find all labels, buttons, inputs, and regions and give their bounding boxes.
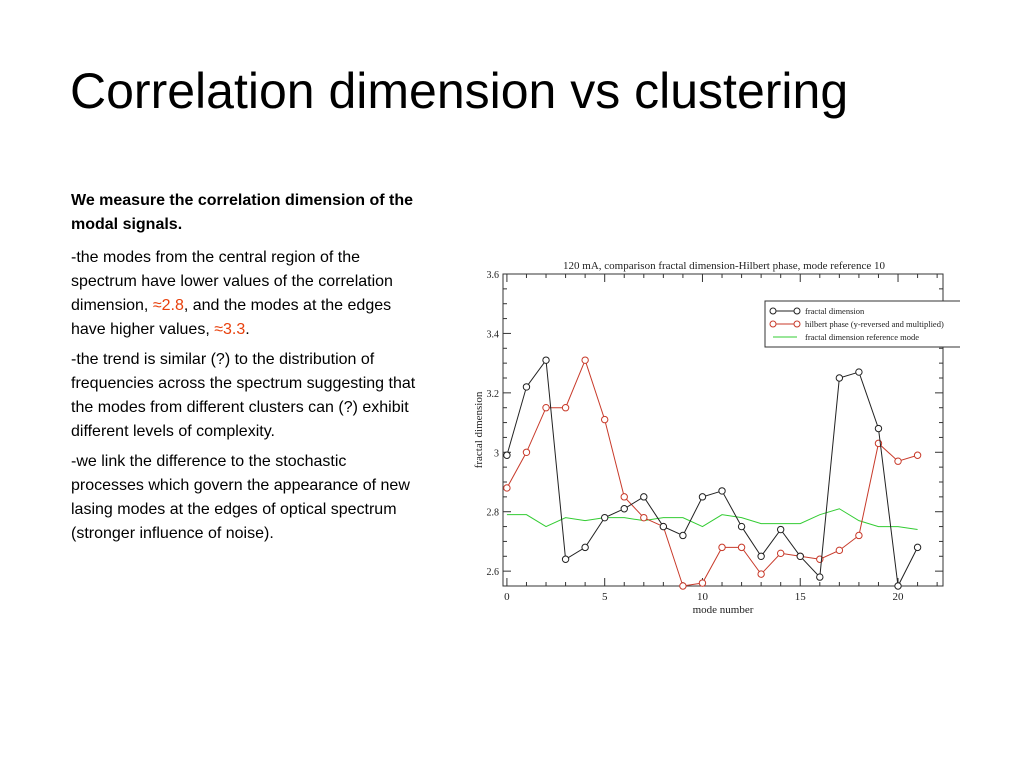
x-tick-label: 10 [697,591,709,603]
series-2-point [542,404,550,412]
series-1-point [855,368,863,376]
value-high-dimension: ≈3.3 [214,321,246,338]
fractal-dimension-chart: 120 mA, comparison fractal dimension-Hil… [473,260,986,616]
series-2-point [698,579,707,587]
series-2-point [776,549,785,558]
p1-text-middle: , and the modes at the edges have higher… [71,297,392,338]
y-tick-label: 2.8 [487,508,500,519]
series-1-point [542,356,550,364]
series-1-point [561,555,570,563]
series-1-point [679,531,687,540]
series-1-point [737,522,746,531]
paragraph-stochastic: -we link the difference to the stochasti… [71,453,410,542]
legend-marker [769,307,777,315]
series-2-point [503,484,511,492]
series-1-point [503,451,511,459]
p1-text-before: -the modes from the central region of th… [71,249,393,314]
value-low-dimension: ≈2.8 [152,297,184,314]
plot-frame [502,273,944,587]
series-2-point [737,543,746,552]
series-1-point [698,493,707,501]
x-tick-label: 20 [893,591,905,603]
series-2-point [835,546,844,555]
legend-entry-2: hilbert phase (y-reversed and multiplied… [805,319,944,329]
series-2-point [894,457,902,465]
series-1-point [816,573,824,581]
series-1-point [757,552,765,560]
chart-container: 120 mA, comparison fractal dimension-Hil… [460,250,986,620]
legend-box [764,300,986,348]
series-2-point [561,404,570,412]
series-1-point [718,487,726,495]
series-1-point [776,525,785,534]
series-2-point [679,582,687,590]
series-1-point [620,505,628,513]
axis-ticks: 0 5 10 15 20 2.6 2.8 3 3.2 3.4 3.6 [487,270,943,603]
text-column: We measure the correlation dimension of … [71,189,423,552]
series-2-point [757,570,765,578]
series-2-point [718,543,726,552]
series-1-point [835,374,844,382]
x-tick-label: 0 [504,591,510,603]
y-tick-label: 3.6 [487,270,500,281]
series-2-point [620,493,628,501]
chart-title: 120 mA, comparison fractal dimension-Hil… [563,260,885,272]
paragraph-trend: -the trend is similar (?) to the distrib… [71,351,416,440]
series-1-point [522,383,531,391]
legend-entry-1: fractal dimension [805,306,865,316]
series-1-point [659,522,668,531]
series-2-point [855,531,863,540]
slide-title: Correlation dimension vs clustering [70,63,849,119]
series-2-point [640,513,648,522]
legend-marker [793,320,801,328]
series-1-point [581,543,589,552]
y-tick-label: 3.2 [487,389,500,400]
legend-marker [793,307,801,315]
lead-paragraph: We measure the correlation dimension of … [71,192,413,233]
series-1-point [913,543,922,552]
series-1-point [640,493,648,501]
series-2-point [913,451,922,459]
x-tick-label: 15 [795,591,807,603]
series-layer [503,356,922,590]
paragraph-central-region: -the modes from the central region of th… [71,246,423,342]
series-1-point [894,582,902,590]
series-1-point [874,424,883,433]
y-tick-label: 2.6 [487,567,500,578]
legend-entry-3: fractal dimension reference mode [805,332,919,342]
y-tick-label: 3.4 [487,329,500,340]
y-tick-label: 3 [494,448,499,459]
series-2-point [600,415,609,424]
chart-legend: fractal dimension hilbert phase (y-revers… [764,300,986,348]
p1-text-after: . [245,321,250,338]
series-line-1 [506,358,919,588]
series-2-point [581,356,589,364]
x-axis-label: mode number [693,604,754,616]
y-axis-label: fractal dimension [473,391,485,468]
series-1-point [600,513,609,522]
series-2-point [522,448,531,456]
legend-marker [769,320,777,328]
series-1-point [796,552,804,560]
series-line-3 [506,508,918,531]
x-tick-label: 5 [602,591,608,603]
series-line-2 [506,358,918,587]
